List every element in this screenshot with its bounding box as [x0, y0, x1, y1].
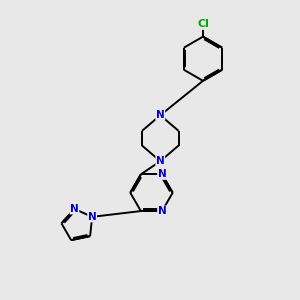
Text: N: N	[156, 110, 165, 120]
Text: N: N	[158, 169, 167, 179]
Text: N: N	[88, 212, 97, 222]
Text: N: N	[156, 156, 165, 166]
Text: N: N	[158, 206, 167, 216]
Text: Cl: Cl	[197, 19, 209, 29]
Text: N: N	[70, 204, 79, 214]
